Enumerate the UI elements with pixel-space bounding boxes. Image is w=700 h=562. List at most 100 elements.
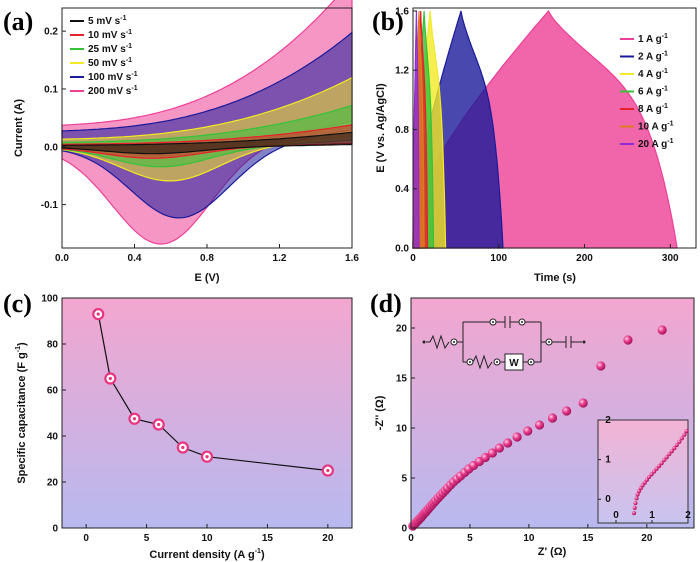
inset-ytick-label: 2	[605, 415, 611, 426]
panel-d-xtick-label: 0	[408, 533, 414, 544]
inset-point	[634, 496, 639, 501]
inset-ytick-label: 1	[605, 455, 611, 466]
panel-b-xtick-label: 100	[490, 253, 507, 264]
panel-b-gcd: (b) 0 100 200 300 0.0 0.4 0.8 1.2 1.6 Time (s) E…	[372, 6, 697, 284]
panel-a-cv: (a) 0.0 0.4 0.8 1.2 1.6 -0.1 0.0 0.1 0.2 E (V) C…	[3, 0, 359, 284]
capacitance-point-dot	[157, 422, 161, 427]
gcd-legend-1-label: 2 A g-1	[638, 51, 668, 63]
panel-a-legend: 5 mV s-1 10 mV s-1 25 mV s-1 50 mV s-1 100 m…	[70, 15, 138, 97]
panel-d-xtick-label: 15	[582, 533, 594, 544]
inset-point	[631, 510, 637, 516]
inset-point	[682, 432, 687, 437]
inset-point	[667, 451, 672, 457]
nyquist-point	[523, 426, 533, 436]
cv-legend-0-label: 5 mV s-1	[88, 15, 127, 27]
nyquist-point	[547, 413, 558, 423]
gcd-legend-2-label: 4 A g-1	[638, 68, 668, 80]
panel-c-xtick-label: 10	[201, 533, 213, 544]
panel-c-xtick-label: 15	[262, 533, 274, 544]
panel-c-ytick-label: 0	[52, 524, 58, 535]
panel-b-xtick-label: 300	[662, 253, 679, 264]
panel-a-xtick-label: 0.0	[55, 253, 69, 264]
capacitance-point-dot	[326, 468, 330, 473]
panel-c-ytick-label: 20	[47, 478, 59, 489]
panel-d-xtick-label: 5	[467, 533, 473, 544]
panel-c-ticks: 0 5 10 15 20 0 20 40 60 80 100	[41, 294, 334, 545]
inset-point	[669, 449, 674, 454]
panel-c-background	[62, 298, 352, 528]
panel-b-label: (b)	[372, 7, 404, 36]
inset-point	[635, 492, 640, 497]
gcd-legend-4-label: 8 A g-1	[638, 103, 668, 115]
circuit-terminal	[582, 340, 586, 344]
nyquist-point	[578, 398, 588, 408]
inset-xtick-label: 0	[613, 510, 619, 521]
nyquist-inset: 0 1 2 0 1 2	[597, 415, 691, 524]
panel-b-xtick-label: 200	[576, 253, 593, 264]
panel-c-ytick-label: 100	[41, 294, 58, 305]
cv-legend-5-label: 200 mV s-1	[88, 85, 138, 97]
capacitance-point-dot	[205, 455, 209, 459]
panel-c-ytick-label: 80	[47, 340, 59, 351]
inset-point	[649, 472, 654, 477]
gcd-legend-6-label: 20 A g-1	[638, 138, 674, 150]
panel-a-label: (a)	[3, 7, 33, 36]
nyquist-point	[623, 335, 633, 345]
panel-c-ylabel: Specific capacitance (F g-1)	[15, 342, 28, 484]
cv-legend-2-label: 25 mV s-1	[88, 43, 132, 55]
inset-xtick-label: 1	[649, 510, 655, 521]
panel-d-ytick-label: 15	[396, 374, 408, 385]
cv-curves	[61, 0, 353, 245]
inset-point	[632, 505, 637, 511]
inset-point	[677, 439, 682, 444]
panel-a-ytick-label: -0.1	[41, 200, 59, 211]
circuit-node-dot	[548, 341, 550, 343]
inset-point	[647, 474, 652, 480]
panel-d-ytick-label: 5	[401, 474, 407, 485]
panel-a-ytick-label: 0.0	[44, 142, 58, 153]
panel-b-legend: 1 A g-1 2 A g-1 4 A g-1 6 A g-1 8 A g-1 10 A …	[620, 33, 674, 150]
inset-frame	[597, 419, 689, 524]
cv-legend-3-label: 50 mV s-1	[88, 57, 132, 69]
nyquist-point	[562, 406, 572, 416]
panel-a-ticks: 0.0 0.4 0.8 1.2 1.6 -0.1 0.0 0.1 0.2	[41, 27, 360, 264]
panel-a-xtick-label: 0.4	[128, 253, 142, 264]
circuit-terminal	[422, 340, 426, 344]
capacitance-point-dot	[108, 376, 112, 381]
panel-a-ylabel: Current (A)	[13, 99, 25, 157]
inset-point	[657, 463, 662, 469]
panel-d-ytick-label: 20	[396, 324, 408, 335]
inset-point	[659, 461, 664, 466]
equivalent-circuit: W	[422, 316, 586, 371]
panel-c-xtick-label: 20	[322, 533, 334, 544]
nyquist-point	[503, 438, 513, 448]
circuit-node-dot	[496, 361, 498, 363]
capacitance-point-dot	[181, 445, 185, 450]
resistor-rct	[472, 354, 493, 370]
panel-b-xlabel: Time (s)	[534, 272, 576, 284]
warburg-label: W	[509, 358, 519, 369]
panel-d-ylabel: -Z'' (Ω)	[374, 395, 386, 430]
gcd-curves	[412, 9, 678, 249]
inset-point	[684, 428, 689, 434]
panel-b-ylabel: E (V vs. Ag/AgCl)	[375, 83, 387, 173]
panel-c-xlabel: Current density (A g-1)	[149, 548, 265, 561]
panel-a-ytick-label: 0.2	[44, 27, 58, 38]
panel-b-ticks: 0 100 200 300 0.0 0.4 0.8 1.2 1.6	[395, 6, 679, 264]
panel-c-xtick-label: 5	[144, 533, 150, 544]
capacitance-plot	[92, 308, 334, 477]
gcd-legend-0-label: 1 A g-1	[638, 33, 668, 45]
panel-d-ytick-label: 0	[401, 524, 407, 535]
panel-d-xtick-label: 20	[641, 533, 653, 544]
panel-b-ytick-label: 0.0	[395, 244, 409, 255]
inset-point	[664, 455, 669, 460]
circuit-node-dot	[469, 361, 471, 363]
gcd-legend-5-label: 10 A g-1	[638, 121, 674, 133]
panel-a-xtick-label: 1.2	[273, 253, 287, 264]
panel-d-label: (d)	[370, 289, 402, 318]
panel-a-xtick-label: 1.6	[345, 253, 359, 264]
panel-c-ytick-label: 60	[47, 386, 59, 397]
panel-c-capacitance: (c) 0 5 10 15 20 0 20 40 60 80 100 Current density…	[3, 289, 353, 561]
